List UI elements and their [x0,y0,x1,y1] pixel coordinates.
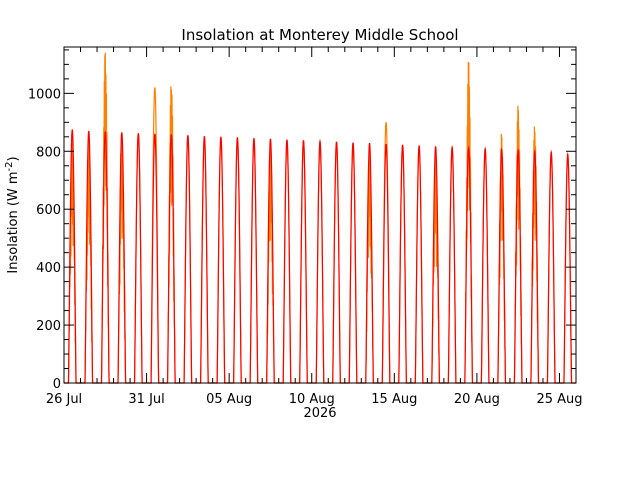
x-axis: 26 Jul 31 Jul 05 Aug 10 Aug 15 Aug 20 Aug 25 A… [46,47,583,407]
y-axis: 0 200 400 600 800 1000 [28,49,576,392]
y-tick-label: 200 [36,319,61,334]
y-tick-label: 0 [53,377,61,392]
y-tick-label: 800 [36,145,61,160]
y-axis-label-exponent: -2 [4,161,15,171]
x-tick-label: 20 Aug [454,392,500,407]
plot-series [64,52,576,384]
y-tick-label: 1000 [28,87,61,102]
x-tick-label: 31 Jul [128,392,164,407]
y-axis-label-close: ) [6,156,21,161]
y-axis-label-main: Insolation (W m [6,171,21,273]
x-tick-label: 05 Aug [206,392,252,407]
chart-title: Insolation at Monterey Middle School [181,26,458,44]
series-line-2 [64,129,576,384]
x-tick-label: 10 Aug [289,392,335,407]
x-axis-year-label: 2026 [303,406,336,421]
x-tick-label: 26 Jul [46,392,82,407]
y-tick-label: 400 [36,261,61,276]
y-tick-label: 600 [36,203,61,218]
plot-frame [63,46,577,384]
y-axis-label: Insolation (W m-2) [4,156,21,273]
x-tick-label: 25 Aug [536,392,582,407]
x-tick-label: 15 Aug [371,392,417,407]
